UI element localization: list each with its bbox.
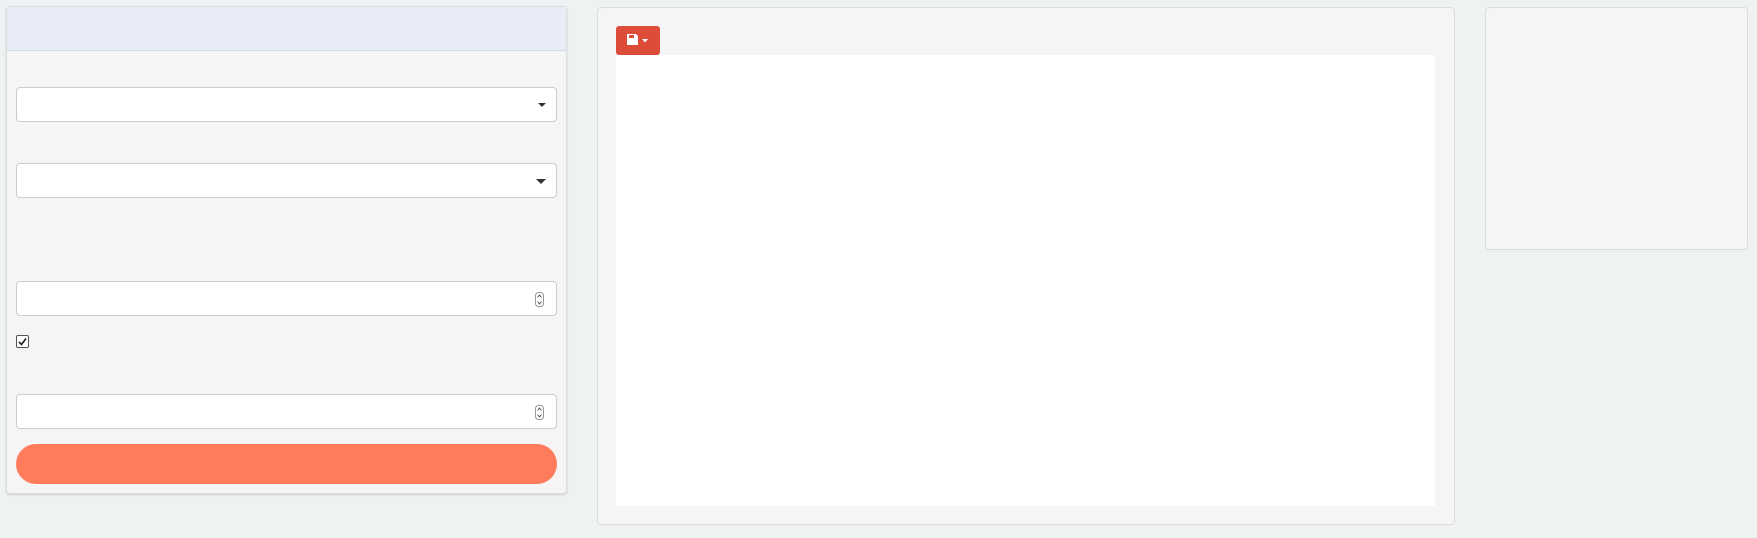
plot-area <box>616 55 1435 506</box>
save-button[interactable] <box>616 26 660 55</box>
save-caret <box>642 39 648 43</box>
caret <box>538 102 546 107</box>
controls-panel <box>1485 7 1748 250</box>
check-mark <box>18 338 27 346</box>
checkbox[interactable] <box>16 335 29 348</box>
fontsize-input[interactable] <box>16 281 557 316</box>
spinner <box>535 292 544 307</box>
color-select[interactable] <box>16 163 557 198</box>
number-fontsize-input[interactable] <box>16 394 557 429</box>
caret <box>536 178 546 184</box>
sidebar <box>6 6 567 494</box>
plot-button[interactable] <box>16 444 557 484</box>
save-icon-slot <box>629 35 634 38</box>
sidebar-title <box>7 7 566 51</box>
spinner <box>535 405 544 420</box>
samples-select[interactable] <box>16 87 557 122</box>
